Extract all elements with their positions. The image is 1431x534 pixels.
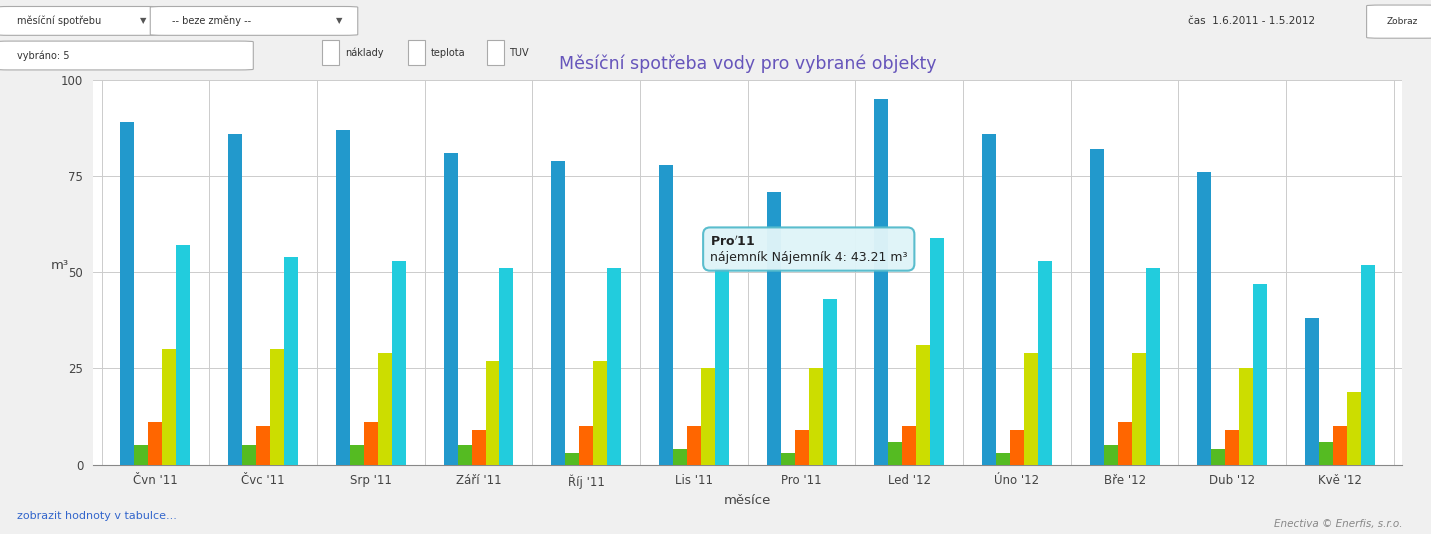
Bar (499, 269, 514, 465)
Legend: zázemí budovy Budova A, nájemník Nájemník 1, nájemník Nájemník 2, nájemník Nájem: zázemí budovy Budova A, nájemník Nájemní… (349, 530, 1146, 534)
Bar (228, 134, 242, 465)
Bar (916, 345, 930, 465)
Bar (1332, 426, 1347, 465)
Bar (458, 445, 471, 465)
Title: Měsíční spotřeba vody pro vybrané objekty: Měsíční spotřeba vody pro vybrané objekt… (560, 54, 936, 73)
Bar (1025, 353, 1037, 465)
FancyBboxPatch shape (0, 6, 160, 35)
Bar (256, 426, 270, 465)
Text: čas  1.6.2011 - 1.5.2012: čas 1.6.2011 - 1.5.2012 (1188, 16, 1315, 26)
Bar (135, 445, 149, 465)
Text: $\bf{Pro '11}$
nájemník Nájemník 4: 43.21 m³: $\bf{Pro '11}$ nájemník Nájemník 4: 43.2… (710, 234, 907, 264)
Y-axis label: m³: m³ (52, 260, 69, 272)
Text: měsíční spotřebu: měsíční spotřebu (17, 15, 102, 26)
Bar (565, 453, 580, 465)
Bar (594, 361, 607, 465)
Bar (874, 99, 889, 465)
Bar (658, 164, 673, 465)
Bar (1118, 422, 1132, 465)
Bar (1089, 150, 1103, 465)
Bar (1010, 430, 1025, 465)
Bar (809, 368, 823, 465)
Bar (1347, 391, 1361, 465)
Bar (1037, 261, 1052, 465)
Bar (716, 269, 728, 465)
Bar (242, 445, 256, 465)
Bar (1305, 318, 1319, 465)
Bar (487, 40, 504, 65)
Bar (780, 453, 794, 465)
Bar (1225, 430, 1239, 465)
Bar (485, 361, 499, 465)
Bar (163, 349, 176, 465)
Bar (889, 442, 902, 465)
Bar (1239, 368, 1254, 465)
Bar (823, 299, 837, 465)
Text: zobrazit hodnoty v tabulce...: zobrazit hodnoty v tabulce... (17, 511, 177, 521)
Bar (1198, 172, 1211, 465)
Bar (1319, 442, 1332, 465)
Bar (336, 130, 349, 465)
Bar (607, 269, 621, 465)
Bar (902, 426, 916, 465)
Bar (471, 430, 485, 465)
Bar (1254, 284, 1268, 465)
Bar (551, 161, 565, 465)
Bar (1103, 445, 1118, 465)
Bar (1146, 269, 1159, 465)
Bar (120, 122, 135, 465)
Bar (270, 349, 285, 465)
Text: ▼: ▼ (140, 17, 147, 26)
Bar (1211, 449, 1225, 465)
Bar (794, 430, 809, 465)
Bar (996, 453, 1010, 465)
X-axis label: měsíce: měsíce (724, 494, 771, 507)
Bar (285, 257, 298, 465)
Bar (363, 422, 378, 465)
Bar (176, 246, 190, 465)
Text: vybráno: 5: vybráno: 5 (17, 50, 70, 61)
Bar (1361, 265, 1375, 465)
FancyBboxPatch shape (0, 41, 253, 70)
Text: ▼: ▼ (336, 17, 343, 26)
Bar (408, 40, 425, 65)
FancyBboxPatch shape (150, 6, 358, 35)
Bar (687, 426, 701, 465)
Text: náklady: náklady (345, 48, 384, 58)
Bar (930, 238, 944, 465)
Bar (673, 449, 687, 465)
Bar (1132, 353, 1146, 465)
Bar (767, 192, 780, 465)
Bar (982, 134, 996, 465)
FancyBboxPatch shape (1367, 5, 1431, 38)
Bar (378, 353, 392, 465)
Bar (322, 40, 339, 65)
Bar (149, 422, 163, 465)
Bar (444, 153, 458, 465)
Bar (580, 426, 594, 465)
Bar (701, 368, 716, 465)
Bar (392, 261, 406, 465)
Text: Enectiva © Enerfis, s.r.o.: Enectiva © Enerfis, s.r.o. (1274, 519, 1402, 529)
Text: -- beze změny --: -- beze změny -- (172, 15, 250, 26)
Bar (349, 445, 363, 465)
Text: TUV: TUV (509, 48, 529, 58)
Text: Zobraz: Zobraz (1387, 17, 1418, 26)
Text: teplota: teplota (431, 48, 465, 58)
